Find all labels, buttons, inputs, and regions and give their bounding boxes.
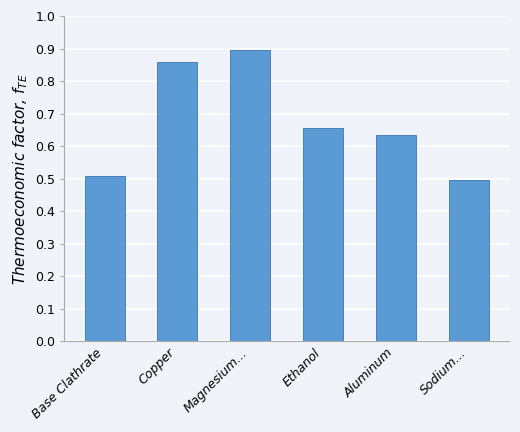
Bar (230, 50, 270, 341)
Bar (376, 135, 416, 341)
Bar (158, 62, 198, 341)
Bar (449, 181, 489, 341)
Bar (303, 128, 343, 341)
Y-axis label: Thermoeconomic factor, $f_{TE}$: Thermoeconomic factor, $f_{TE}$ (11, 73, 30, 285)
Bar (85, 175, 125, 341)
